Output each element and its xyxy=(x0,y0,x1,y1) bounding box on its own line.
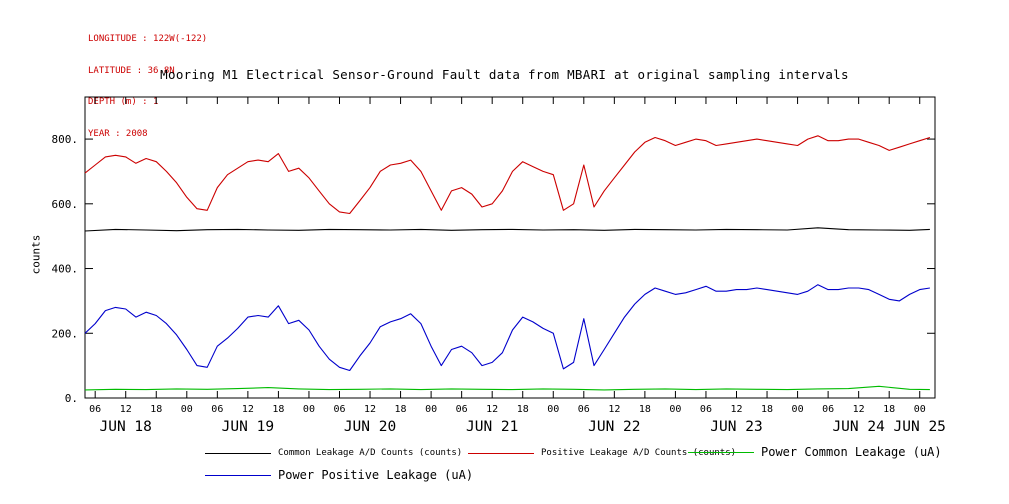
series-line-positive-leakage-counts xyxy=(84,135,931,215)
series-line-power-common-leakage xyxy=(84,385,930,391)
metadata-line-year: YEAR : 2008 xyxy=(88,128,148,139)
x-tick-label: 06 xyxy=(456,404,468,415)
metadata-line-depth: DEPTH (m) : 1 xyxy=(88,97,159,107)
x-tick-label: 12 xyxy=(608,404,620,415)
x-tick-label: 12 xyxy=(364,404,376,415)
x-tick-label: 00 xyxy=(914,404,926,415)
y-tick-label: 800. xyxy=(52,133,79,146)
x-tick-label: 00 xyxy=(181,404,193,415)
x-day-label: JUN 19 xyxy=(222,419,274,435)
x-tick-label: 12 xyxy=(242,404,254,415)
x-tick-label: 00 xyxy=(792,404,804,415)
x-day-label: JUN 18 xyxy=(100,419,152,435)
x-tick-label: 12 xyxy=(730,404,742,415)
y-tick-label: 400. xyxy=(52,263,79,276)
x-tick-label: 06 xyxy=(211,404,223,415)
x-tick-label: 18 xyxy=(639,404,651,415)
legend-item: Positive Leakage A/D Counts (counts) xyxy=(468,448,736,458)
legend-line-swatch-black xyxy=(205,452,271,454)
y-tick-label: 0. xyxy=(65,392,78,405)
x-tick-label: 18 xyxy=(761,404,773,415)
x-tick-label: 12 xyxy=(853,404,865,415)
y-tick-label: 600. xyxy=(52,198,79,211)
x-day-label: JUN 22 xyxy=(588,419,640,435)
metadata-block: LONGITUDE : 122W(-122) LATITUDE : 36.8N … xyxy=(88,13,207,160)
x-tick-label: 06 xyxy=(700,404,712,415)
x-tick-label: 00 xyxy=(669,404,681,415)
x-tick-label: 06 xyxy=(333,404,345,415)
x-tick-label: 18 xyxy=(272,404,284,415)
x-tick-label: 06 xyxy=(89,404,101,415)
x-tick-label: 18 xyxy=(883,404,895,415)
x-tick-label: 12 xyxy=(120,404,132,415)
x-day-label: JUN 23 xyxy=(710,419,762,435)
legend-item: Common Leakage A/D Counts (counts) xyxy=(205,448,462,458)
legend-item: Power Common Leakage (uA) xyxy=(688,445,942,459)
x-tick-label: 18 xyxy=(150,404,162,415)
legend-line-swatch-red xyxy=(468,452,534,454)
x-day-label: JUN 21 xyxy=(466,419,518,435)
y-tick-label: 200. xyxy=(52,327,79,340)
x-day-label: JUN 20 xyxy=(344,419,396,435)
legend-label: Power Common Leakage (uA) xyxy=(761,445,942,459)
legend-item: Power Positive Leakage (uA) xyxy=(205,468,473,482)
legend-label: Positive Leakage A/D Counts (counts) xyxy=(541,448,737,458)
legend-label: Power Positive Leakage (uA) xyxy=(278,468,474,482)
x-tick-label: 00 xyxy=(425,404,437,415)
x-tick-label: 00 xyxy=(303,404,315,415)
legend-line-swatch-blue xyxy=(205,474,271,476)
metadata-line-longitude: LONGITUDE : 122W(-122) xyxy=(88,34,208,44)
x-day-label: JUN 25 xyxy=(894,419,946,435)
metadata-line-latitude: LATITUDE : 36.8N xyxy=(88,65,175,76)
legend-label: Common Leakage A/D Counts (counts) xyxy=(278,448,463,458)
x-tick-label: 00 xyxy=(547,404,559,415)
series-line-common-leakage-counts xyxy=(84,227,930,232)
x-tick-label: 12 xyxy=(486,404,498,415)
x-tick-label: 06 xyxy=(822,404,834,415)
legend-line-swatch-green xyxy=(688,451,754,453)
x-tick-label: 18 xyxy=(517,404,529,415)
series-line-power-positive-leakage xyxy=(84,284,930,372)
x-tick-label: 18 xyxy=(395,404,407,415)
plot-frame xyxy=(84,96,936,399)
x-day-label: JUN 24 xyxy=(832,419,885,435)
x-tick-label: 06 xyxy=(578,404,590,415)
chart-title: Mooring M1 Electrical Sensor-Ground Faul… xyxy=(160,67,849,82)
